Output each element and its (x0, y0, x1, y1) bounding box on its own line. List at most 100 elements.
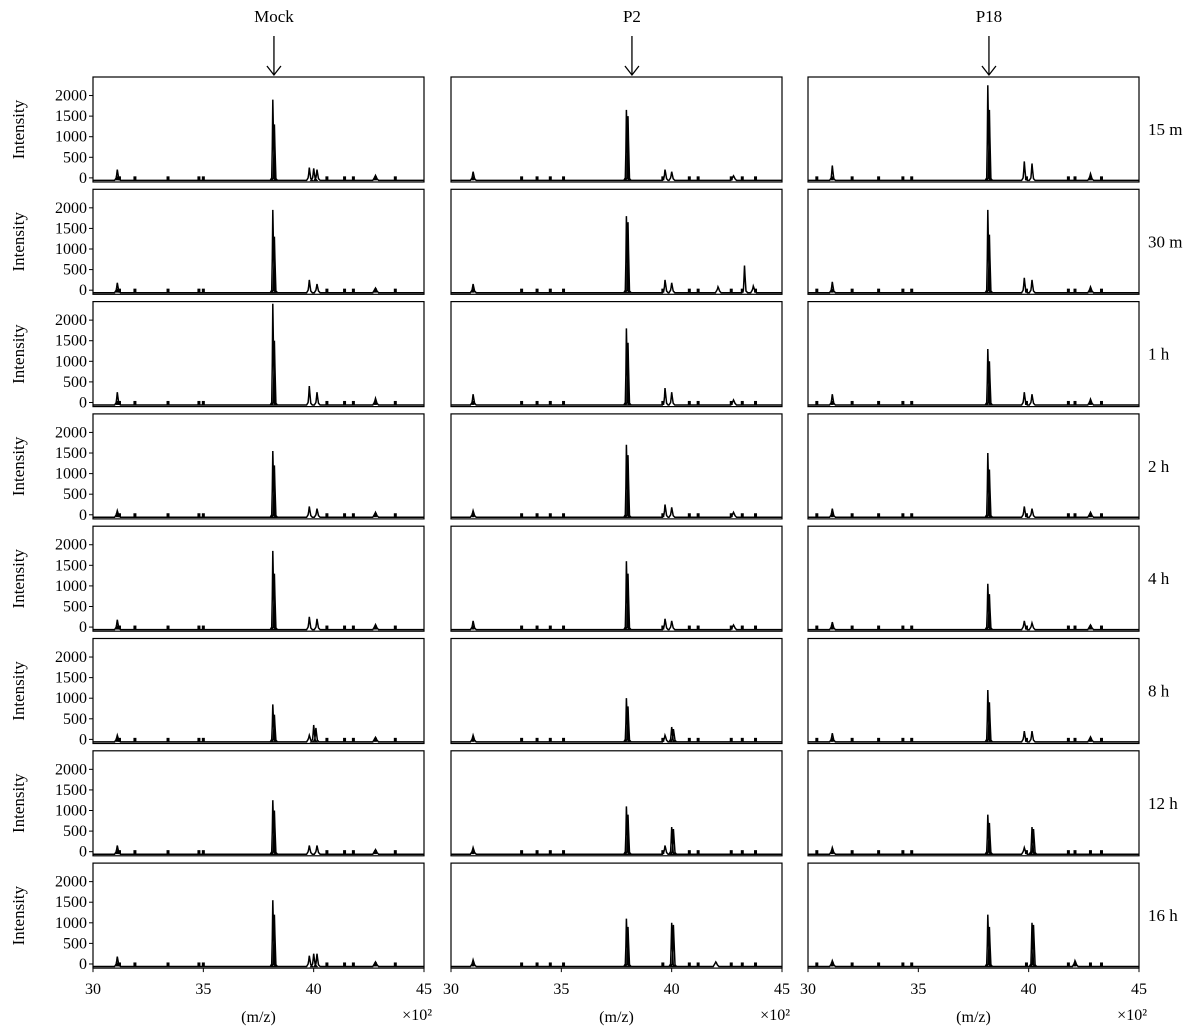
noise-mark-p18-30-m-6 (1024, 288, 1028, 293)
row-label-2-h: 2 h (1148, 457, 1170, 476)
noise-mark-mock-8-h-4 (197, 737, 201, 742)
noise-mark-p18-30-m-4 (901, 288, 905, 293)
row-label-16-h: 16 h (1148, 906, 1178, 925)
noise-mark-p2-1-h-5 (661, 400, 665, 405)
noise-mark-mock-16-h-8 (351, 962, 355, 967)
y-tick-label-mock-12-h-2000: 2000 (55, 761, 87, 778)
noise-mark-p2-15-m-7 (696, 176, 700, 181)
noise-mark-mock-8-h-10 (393, 737, 397, 742)
noise-mark-mock-12-h-6 (325, 850, 329, 855)
noise-mark-p18-16-h-2 (850, 962, 854, 967)
noise-mark-mock-1-h-1 (117, 400, 121, 405)
y-tick-label-mock-15-m-1000: 1000 (55, 129, 87, 146)
noise-mark-p18-12-h-8 (1073, 850, 1077, 855)
noise-mark-p18-1-h-1 (830, 400, 834, 405)
noise-mark-p2-2-h-1 (520, 513, 524, 518)
noise-mark-p18-12-h-2 (850, 850, 854, 855)
noise-mark-p18-15-m-0 (815, 176, 819, 181)
noise-mark-mock-15-m-5 (201, 176, 205, 181)
noise-mark-p18-8-h-10 (1099, 737, 1103, 742)
noise-mark-p18-8-h-1 (830, 737, 834, 742)
y-tick-label-mock-8-h-500: 500 (63, 711, 87, 728)
noise-mark-mock-16-h-2 (133, 962, 137, 967)
column-title-p18: P18 (976, 7, 1002, 26)
noise-mark-p2-12-h-10 (754, 850, 758, 855)
noise-mark-p18-12-h-3 (877, 850, 881, 855)
panel-frame-p18-8-h (807, 637, 1140, 745)
y-axis-label-mock-12-h: Intensity (9, 773, 28, 833)
spectrum-line-mock-1-h (93, 303, 424, 406)
y-tick-label-mock-4-h-1000: 1000 (55, 578, 87, 595)
row-label-15-m: 15 m (1148, 120, 1182, 139)
y-tick-label-mock-16-h-500: 500 (63, 935, 87, 952)
spectrum-line-p2-8-h (451, 698, 782, 743)
noise-mark-mock-12-h-10 (393, 850, 397, 855)
noise-mark-p2-1-h-1 (520, 400, 524, 405)
spectrum-line-mock-16-h (93, 900, 424, 968)
noise-mark-mock-12-h-4 (197, 850, 201, 855)
noise-mark-mock-15-m-10 (393, 176, 397, 181)
x-tick-label-p2-16-h-30: 30 (443, 981, 459, 998)
panel-frame-p18-2-h (807, 413, 1140, 520)
noise-mark-mock-4-h-10 (393, 625, 397, 630)
noise-mark-p2-30-m-10 (754, 288, 758, 293)
noise-mark-p18-16-h-7 (1066, 962, 1070, 967)
noise-mark-mock-4-h-4 (197, 625, 201, 630)
noise-mark-mock-2-h-4 (197, 513, 201, 518)
noise-mark-p2-12-h-0 (471, 850, 475, 855)
noise-mark-mock-30-m-8 (351, 288, 355, 293)
panel-frame-mock-2-h (92, 413, 425, 520)
noise-mark-p2-15-m-10 (754, 176, 758, 181)
row-label-4-h: 4 h (1148, 569, 1170, 588)
noise-mark-p2-2-h-8 (729, 513, 733, 518)
noise-mark-p18-8-h-2 (850, 737, 854, 742)
noise-mark-p18-8-h-5 (910, 737, 914, 742)
noise-mark-p2-8-h-5 (661, 737, 665, 742)
noise-mark-p2-16-h-8 (729, 962, 733, 967)
noise-mark-p18-15-m-3 (877, 176, 881, 181)
panel-frame-p2-4-h (450, 525, 783, 632)
noise-mark-mock-8-h-6 (325, 737, 329, 742)
noise-mark-mock-15-m-8 (351, 176, 355, 181)
noise-mark-p18-12-h-1 (830, 850, 834, 855)
noise-mark-mock-4-h-6 (325, 625, 329, 630)
y-axis-label-mock-2-h: Intensity (9, 436, 28, 496)
noise-mark-mock-8-h-7 (343, 737, 347, 742)
column-title-p2: P2 (623, 7, 641, 26)
y-tick-label-mock-8-h-2000: 2000 (55, 649, 87, 666)
arrow-head-p2 (624, 65, 640, 77)
noise-mark-mock-30-m-3 (166, 288, 170, 293)
spectrum-line-p18-1-h (808, 348, 1139, 406)
panel-frame-mock-16-h (92, 862, 425, 969)
noise-mark-p18-4-h-1 (830, 625, 834, 630)
panel-frame-p2-1-h (450, 301, 783, 408)
noise-mark-p2-16-h-10 (754, 962, 758, 967)
noise-mark-p2-4-h-7 (696, 625, 700, 630)
noise-mark-p18-8-h-6 (1024, 737, 1028, 742)
noise-mark-mock-16-h-1 (117, 962, 121, 967)
noise-mark-p2-12-h-6 (687, 850, 691, 855)
noise-mark-p18-1-h-9 (1088, 400, 1092, 405)
y-tick-label-mock-12-h-1500: 1500 (55, 782, 87, 799)
noise-mark-mock-12-h-7 (343, 850, 347, 855)
noise-mark-mock-16-h-7 (343, 962, 347, 967)
noise-mark-p18-1-h-10 (1099, 400, 1103, 405)
noise-mark-p18-1-h-6 (1024, 400, 1028, 405)
y-tick-label-mock-12-h-1000: 1000 (55, 803, 87, 820)
spectrum-line-p2-2-h (451, 444, 782, 519)
noise-mark-mock-12-h-3 (166, 850, 170, 855)
y-tick-label-mock-12-h-500: 500 (63, 823, 87, 840)
spectrum-line-p2-16-h (451, 918, 782, 968)
y-tick-label-mock-30-m-0: 0 (79, 282, 87, 299)
arrow-head-mock (266, 65, 282, 77)
noise-mark-p2-2-h-7 (696, 513, 700, 518)
noise-mark-p18-4-h-9 (1088, 625, 1092, 630)
noise-mark-mock-4-h-2 (133, 625, 137, 630)
noise-mark-p2-12-h-3 (548, 850, 552, 855)
noise-mark-mock-8-h-8 (351, 737, 355, 742)
spectrum-line-p18-12-h (808, 814, 1139, 855)
noise-mark-mock-30-m-10 (393, 288, 397, 293)
x-axis-label-mock: (m/z) (241, 1009, 276, 1026)
noise-mark-p18-15-m-2 (850, 176, 854, 181)
